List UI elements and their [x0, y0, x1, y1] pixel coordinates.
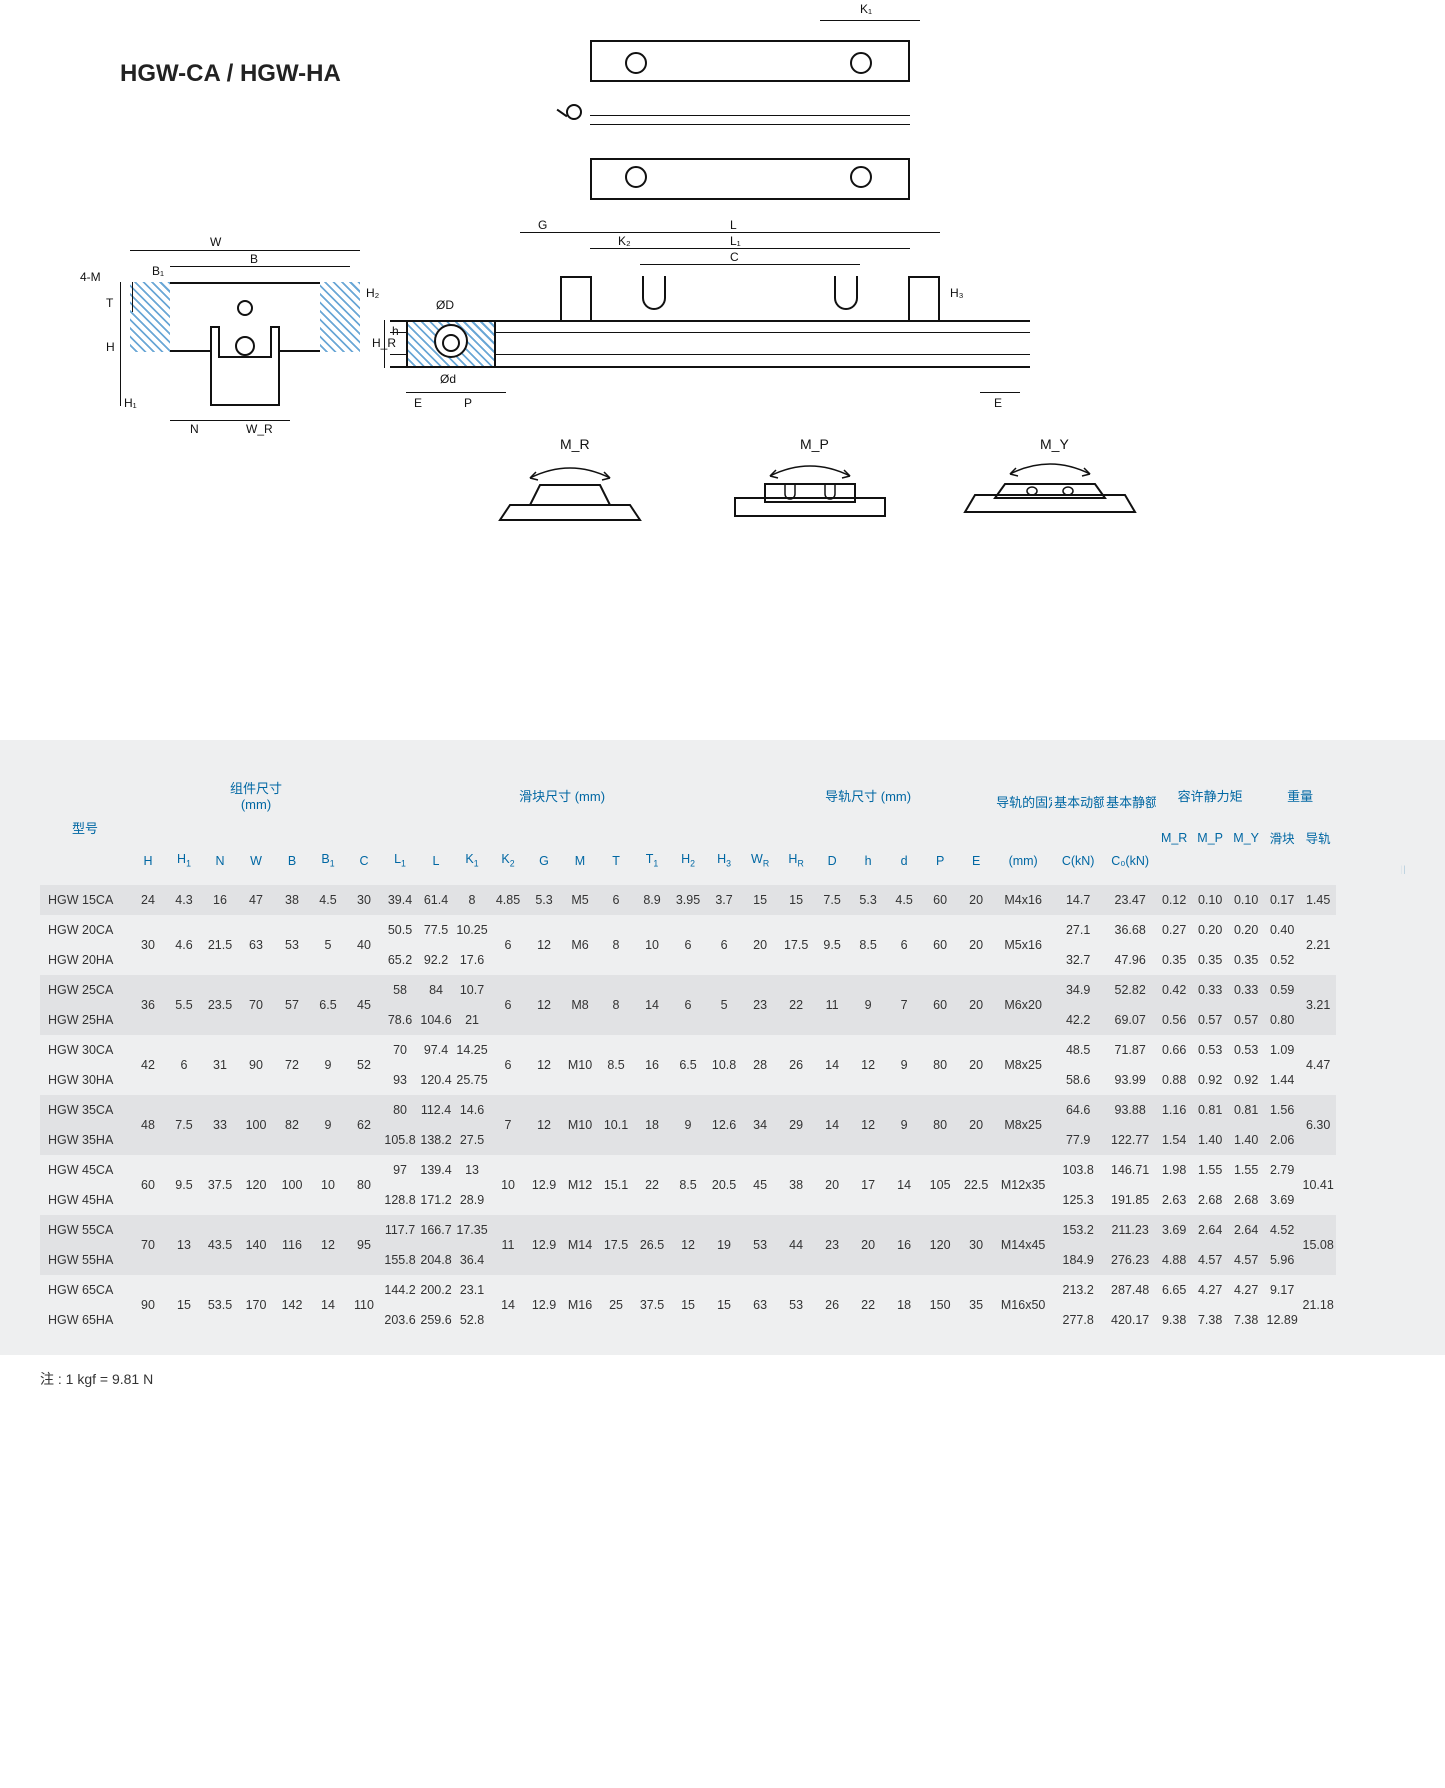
- moment-mp: M_P: [720, 450, 900, 530]
- model-cell: HGW 65CA: [40, 1275, 130, 1305]
- hdr-moment: 容许静力矩: [1156, 770, 1264, 820]
- moment-mr: M_R: [480, 450, 660, 530]
- table-row: HGW 15CA244.31647384.53039.461.484.855.3…: [40, 885, 1405, 915]
- table-row: HGW 20CA304.621.5635354050.577.510.25612…: [40, 915, 1405, 945]
- table-row: HGW 55CA701343.51401161295117.7166.717.3…: [40, 1215, 1405, 1245]
- diagram-top-view: K₁: [560, 10, 940, 210]
- spec-table-section: 型号 组件尺寸(mm) 滑块尺寸 (mm) 导轨尺寸 (mm) 导轨的固定螺栓尺…: [0, 740, 1445, 1355]
- col-K₂: K2: [490, 836, 526, 885]
- col-d: d: [886, 836, 922, 885]
- col-W: W: [238, 836, 274, 885]
- table-body: HGW 15CA244.31647384.53039.461.484.855.3…: [40, 885, 1405, 1335]
- col-P: P: [922, 836, 958, 885]
- col-H₂: H2: [670, 836, 706, 885]
- col-D: D: [814, 836, 850, 885]
- model-cell: HGW 45CA: [40, 1155, 130, 1185]
- model-cell: HGW 55CA: [40, 1215, 130, 1245]
- hdr-model: 型号: [40, 770, 130, 885]
- col-L₁: L1: [382, 836, 418, 885]
- diagram-side-view: G L L₁ K₂ C H₃ ØD: [390, 220, 1030, 440]
- table-row: HGW 35CA487.5331008296280112.414.6712M10…: [40, 1095, 1405, 1125]
- model-cell: HGW 35CA: [40, 1095, 130, 1125]
- col-C: C: [346, 836, 382, 885]
- table-row: HGW 25CA365.523.570576.545588410.7612M88…: [40, 975, 1405, 1005]
- hdr-rail: 导轨尺寸 (mm): [742, 770, 994, 820]
- model-cell: HGW 30HA: [40, 1065, 130, 1095]
- model-cell: HGW 25HA: [40, 1005, 130, 1035]
- col-W_R: WR: [742, 836, 778, 885]
- table-row: HGW 30CA4263190729527097.414.25612M108.5…: [40, 1035, 1405, 1065]
- col-h: h: [850, 836, 886, 885]
- col-M: M: [562, 836, 598, 885]
- col-G: G: [526, 836, 562, 885]
- footnote: 注 : 1 kgf = 9.81 N: [0, 1355, 1445, 1429]
- table-header: 型号 组件尺寸(mm) 滑块尺寸 (mm) 导轨尺寸 (mm) 导轨的固定螺栓尺…: [40, 770, 1405, 885]
- model-cell: HGW 35HA: [40, 1125, 130, 1155]
- col-K₁: K1: [454, 836, 490, 885]
- hdr-assembly: 组件尺寸(mm): [130, 770, 382, 820]
- col-H₃: H3: [706, 836, 742, 885]
- spec-table: 型号 组件尺寸(mm) 滑块尺寸 (mm) 导轨尺寸 (mm) 导轨的固定螺栓尺…: [40, 770, 1405, 1335]
- moment-my: M_Y: [960, 450, 1140, 530]
- hdr-bolt: 导轨的固定螺栓尺寸: [994, 770, 1052, 836]
- col-H_R: HR: [778, 836, 814, 885]
- diagram-cross-section: W B B₁ 4-M H T H₁ H₂ N W_R: [60, 240, 380, 440]
- col-H₁: H1: [166, 836, 202, 885]
- model-cell: HGW 25CA: [40, 975, 130, 1005]
- model-cell: HGW 30CA: [40, 1035, 130, 1065]
- model-cell: HGW 65HA: [40, 1305, 130, 1335]
- model-cell: HGW 20HA: [40, 945, 130, 975]
- col-E: E: [958, 836, 994, 885]
- table-row: HGW 65CA901553.517014214110144.2200.223.…: [40, 1275, 1405, 1305]
- col-L: L: [418, 836, 454, 885]
- col-B₁: B1: [310, 836, 346, 885]
- table-row: HGW 45CA609.537.5120100108097139.4131012…: [40, 1155, 1405, 1185]
- model-cell: HGW 55HA: [40, 1245, 130, 1275]
- hdr-dyn: 基本动额定负荷: [1052, 770, 1104, 836]
- col-H: H: [130, 836, 166, 885]
- col-T: T: [598, 836, 634, 885]
- col-B: B: [274, 836, 310, 885]
- model-cell: HGW 15CA: [40, 885, 130, 915]
- hdr-stat: 基本静额定负荷: [1104, 770, 1156, 836]
- col-N: N: [202, 836, 238, 885]
- col-T₁: T1: [634, 836, 670, 885]
- model-cell: HGW 20CA: [40, 915, 130, 945]
- hdr-weight: 重量: [1264, 770, 1336, 820]
- hdr-block: 滑块尺寸 (mm): [382, 770, 742, 820]
- model-cell: HGW 45HA: [40, 1185, 130, 1215]
